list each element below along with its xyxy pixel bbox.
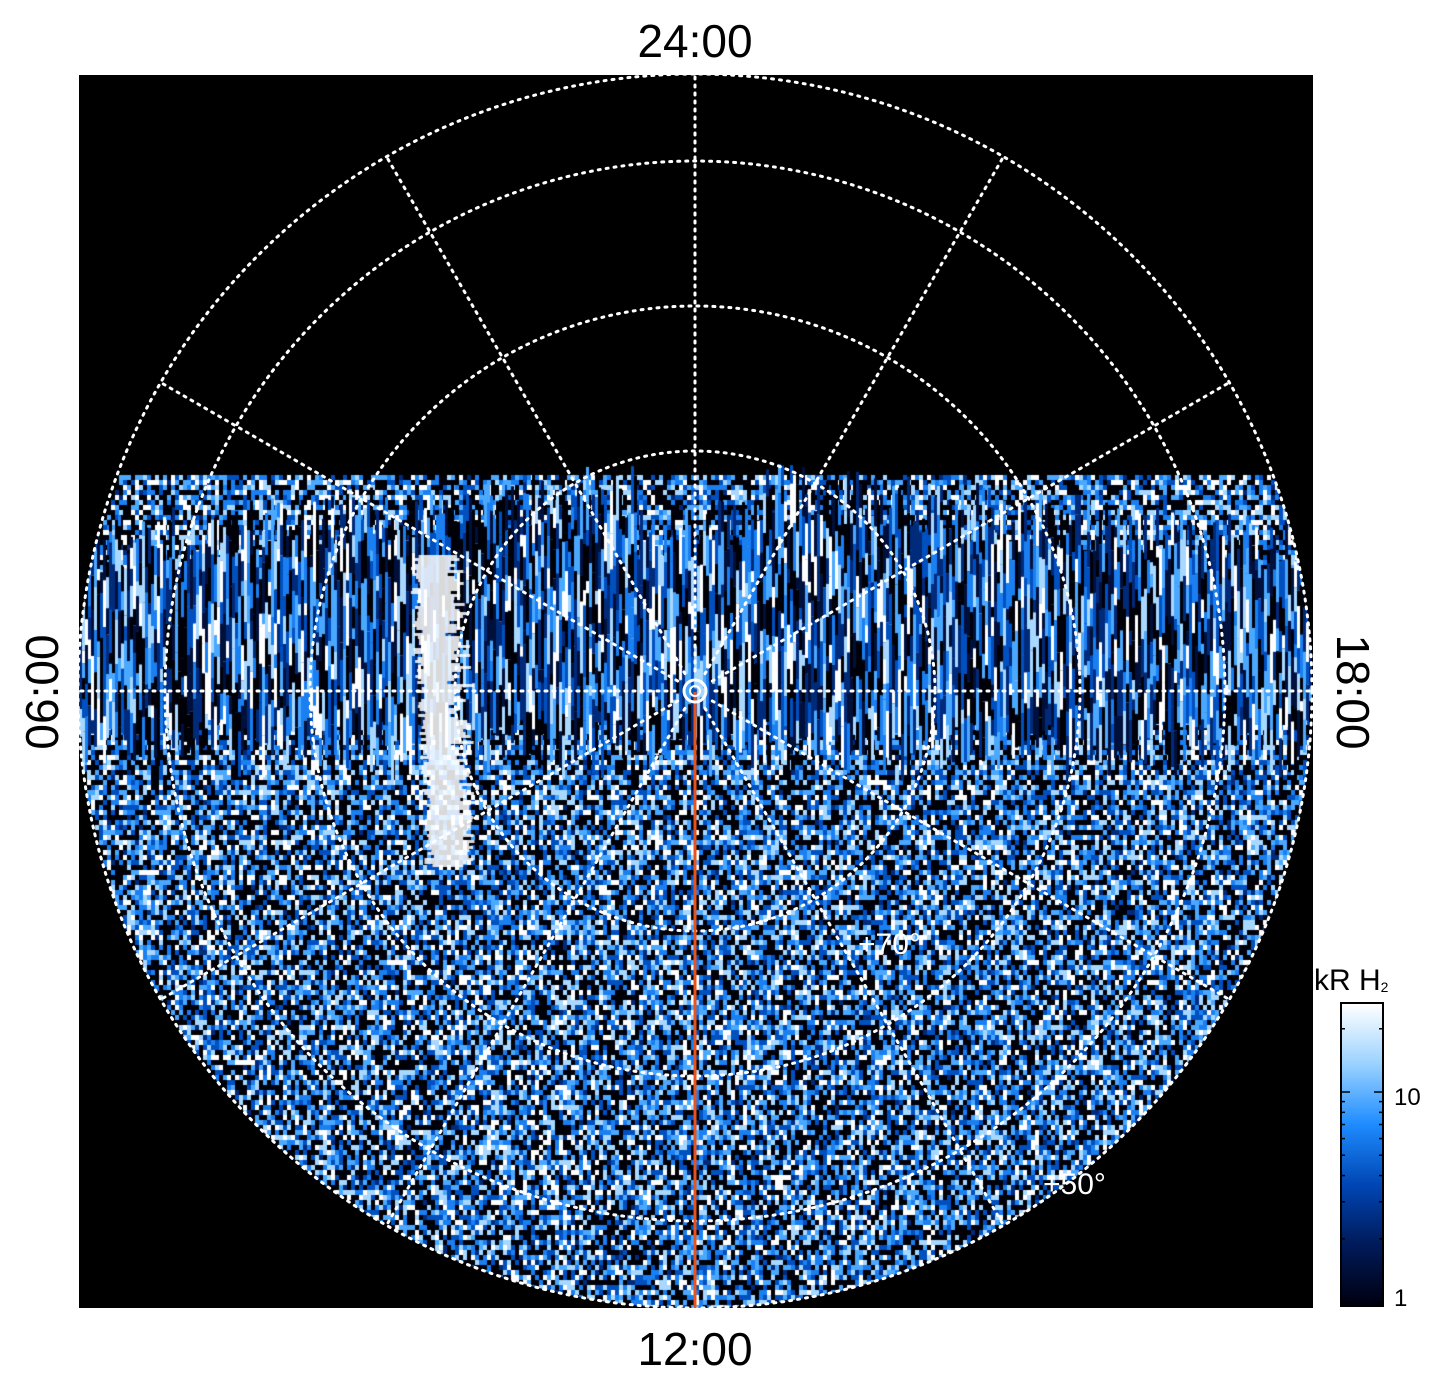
colorbar-title-subscript: 2 <box>1380 979 1389 995</box>
colorbar-title: kR H2 <box>1314 964 1389 997</box>
local-time-label-right: 18:00 <box>1327 634 1379 750</box>
pole-marker-outer <box>682 678 708 704</box>
colorbar-ticks <box>1340 1028 1384 1303</box>
colorbar-tick-1: 1 <box>1394 1285 1408 1312</box>
colorbar-tick-10: 10 <box>1394 1084 1421 1111</box>
local-time-label-top: 24:00 <box>637 15 753 67</box>
pole-marker-inner <box>689 685 701 697</box>
polar-grid-overlay <box>79 75 1313 1308</box>
local-time-label-left: 06:00 <box>16 634 68 750</box>
latitude-label-50: +50° <box>1043 1168 1106 1201</box>
latitude-label-70: +70° <box>858 928 921 961</box>
local-time-label-bottom: 12:00 <box>637 1323 753 1375</box>
